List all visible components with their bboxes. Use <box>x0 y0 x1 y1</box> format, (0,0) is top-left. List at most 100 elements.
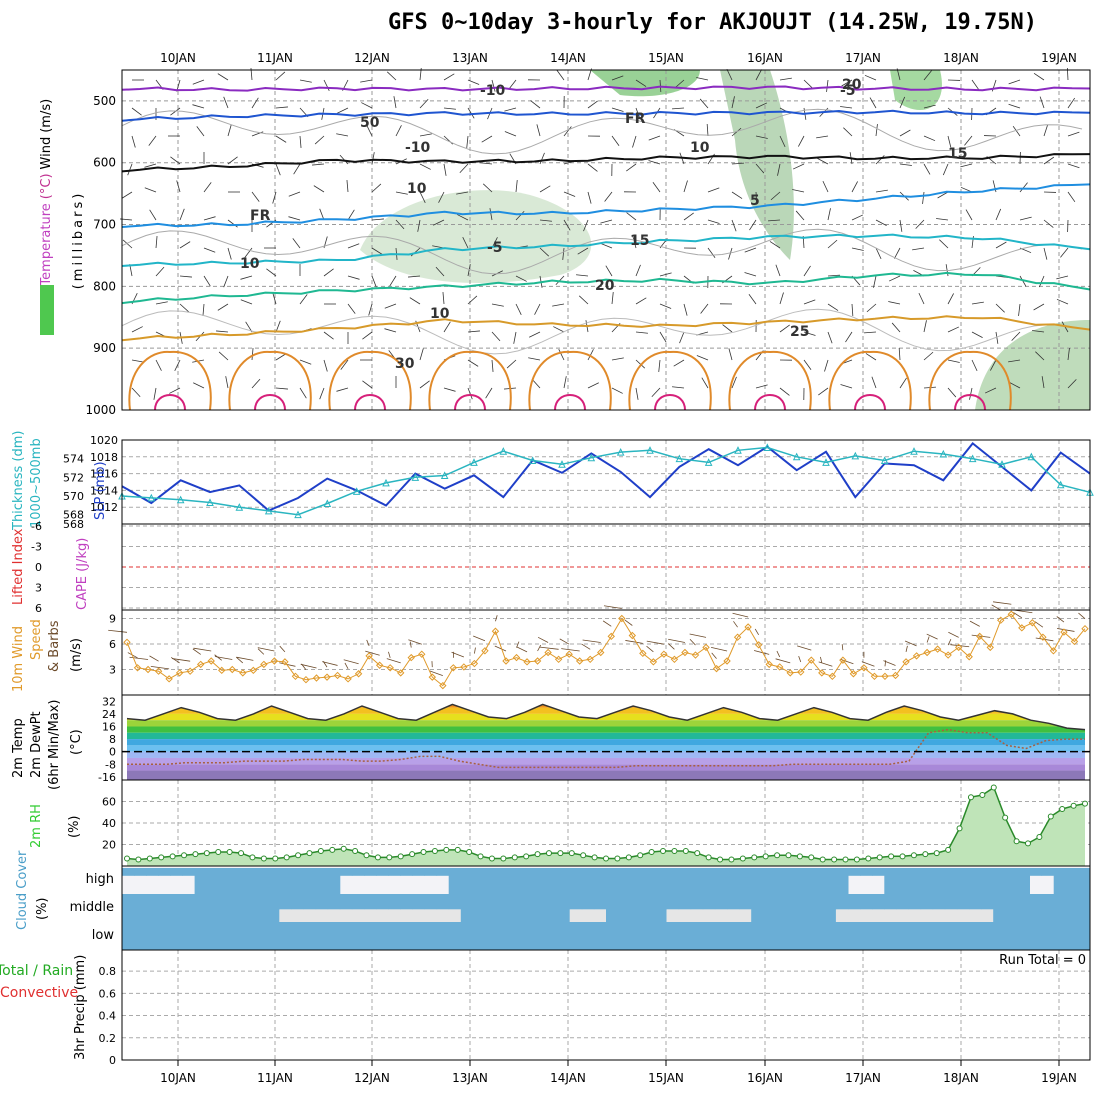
wind-barb <box>275 163 281 176</box>
wind-barb <box>272 191 277 204</box>
wind-barb <box>467 295 478 305</box>
rh-marker <box>295 852 302 859</box>
cloud-bar-middle-gap <box>702 909 716 922</box>
precip-tick-label: 0.4 <box>99 1010 117 1023</box>
cloud-bar-middle-gap <box>969 909 982 922</box>
cloud-bar-middle <box>739 894 752 910</box>
wind-speed-marker <box>765 660 773 669</box>
wind-barb <box>731 219 737 232</box>
wind-barb-10m <box>883 660 896 666</box>
wind-barb <box>1067 379 1077 389</box>
cloud-bar-low <box>255 922 268 950</box>
cloud-bar-low <box>182 922 196 950</box>
wind-barb <box>888 275 901 282</box>
date-label-bottom: 13JAN <box>452 1071 488 1085</box>
wind-barb <box>393 96 397 109</box>
wind-barb <box>803 79 813 89</box>
wind-barb <box>313 185 325 193</box>
rh-marker <box>888 853 895 860</box>
wind-speed-marker <box>439 681 447 690</box>
wind-barb <box>792 163 805 170</box>
wind-barb-10m <box>948 631 959 638</box>
rh-marker <box>329 846 336 853</box>
thickness-marker <box>558 460 566 468</box>
wind-speed-marker <box>639 649 647 658</box>
rh-marker <box>694 850 701 857</box>
cloud-bar-middle-gap <box>872 909 885 922</box>
wind-barb <box>1067 97 1076 109</box>
cloud-bar-high <box>872 868 885 876</box>
rh-marker <box>124 855 130 862</box>
cloud-bar-high <box>255 868 268 894</box>
cloud-bar-low <box>654 922 667 950</box>
wind-barb <box>360 79 373 83</box>
thickness-tick-label: 568 <box>63 518 84 531</box>
wind-barb <box>539 247 550 257</box>
wind-barb <box>840 106 853 109</box>
thickness-marker <box>704 458 713 466</box>
wind-barb <box>155 359 162 371</box>
wind-speed-marker <box>323 673 331 681</box>
cloud-bar-middle <box>146 894 159 922</box>
wind-barb <box>148 135 157 146</box>
rh-marker <box>1059 806 1066 813</box>
wind-barb <box>319 208 325 221</box>
wind-barb <box>587 100 598 109</box>
wind-speed-marker <box>218 666 226 675</box>
rh-marker <box>1047 813 1054 820</box>
wind-barb-10m <box>214 656 233 660</box>
cloud-bar-high <box>267 868 280 894</box>
cloud-bar-middle <box>823 894 837 922</box>
thickness-marker <box>968 454 977 463</box>
cloud-bar-high <box>122 868 135 876</box>
contour-label: 5 <box>750 193 760 209</box>
date-label-bottom: 14JAN <box>550 1071 586 1085</box>
wind-barb <box>192 79 205 85</box>
wind-barb <box>875 124 878 137</box>
cloud-bar-middle-gap <box>944 909 958 922</box>
wind-barb <box>563 191 576 197</box>
wind-barb <box>984 387 997 394</box>
wind-barb <box>515 275 527 282</box>
cloud-bar-middle <box>521 894 534 922</box>
y-tick-label: 900 <box>93 341 116 355</box>
wind-barb-10m <box>409 641 412 648</box>
wind-barb <box>600 243 613 249</box>
date-label-top: 10JAN <box>160 51 196 65</box>
thickness-marker <box>440 471 449 479</box>
wind-barb <box>323 331 334 340</box>
cloud-bar-middle <box>339 894 353 910</box>
wind-barb-10m <box>559 638 570 645</box>
wind-barb <box>1018 303 1021 316</box>
wind-barb-10m <box>947 638 952 646</box>
wind-barb <box>652 182 661 193</box>
wind-barb <box>384 328 397 333</box>
wind-barb <box>792 189 805 193</box>
wind-barb <box>731 96 735 109</box>
wind-barb <box>275 106 288 109</box>
cloud-bar-middle <box>835 894 849 910</box>
wind-speed-marker <box>828 672 837 681</box>
wind-barb <box>489 208 493 221</box>
temperature-contour <box>121 85 1091 92</box>
cloud-bar-high <box>606 868 619 894</box>
cloud-bar-low <box>1041 922 1055 950</box>
wind-barb-10m <box>625 640 643 644</box>
cloud-bar-low <box>956 922 970 950</box>
thickness-marker <box>499 447 508 455</box>
wind-barb <box>368 303 373 316</box>
wind-barb <box>803 299 816 305</box>
wind-barb <box>217 73 229 81</box>
thickness-y-label: Thickness (dm) <box>11 431 26 531</box>
cloud-bar-middle <box>243 894 256 922</box>
temp-tick-label: 0 <box>109 746 116 759</box>
wind-barb-10m <box>257 647 275 652</box>
cloud-bar-low <box>727 922 740 950</box>
wind-speed-marker <box>1060 628 1068 636</box>
wind-speed-marker <box>691 651 700 659</box>
cloud-bar-middle <box>908 894 922 910</box>
wind-barb-10m <box>971 634 991 638</box>
cloud-bar-low <box>267 922 280 950</box>
cloud-bar-middle-gap <box>424 909 438 922</box>
cloud-bar-low <box>569 922 583 950</box>
